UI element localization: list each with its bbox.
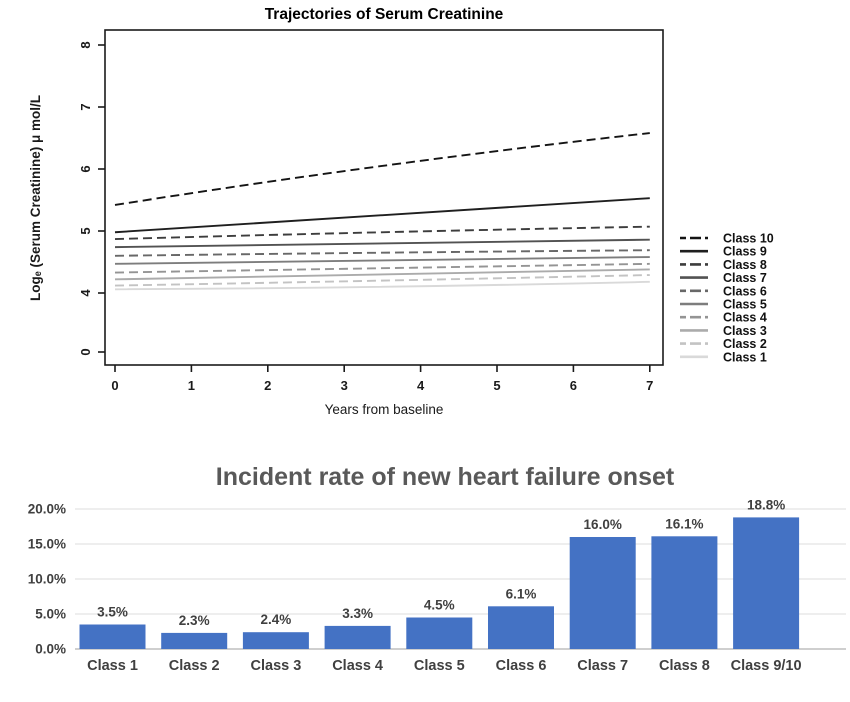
trajectory-class-1 [114, 280, 650, 291]
legend-label: Class 6 [723, 284, 767, 298]
y-tick-label: 5 [78, 227, 93, 234]
bar-value-label: 16.1% [665, 516, 703, 531]
legend-label: Class 1 [723, 350, 767, 364]
x-tick-label: 7 [646, 378, 653, 393]
y-tick-label: 0 [78, 348, 93, 355]
category-label: Class 2 [169, 658, 220, 674]
x-axis-ticks: 0 1 2 3 4 5 6 7 [111, 365, 653, 393]
x-tick-label: 4 [417, 378, 425, 393]
y-axis-labels: 0.0% 5.0% 10.0% 15.0% 20.0% [28, 502, 66, 657]
bar-value-label: 3.3% [342, 606, 373, 621]
x-tick-label: 3 [341, 378, 348, 393]
bar-value-label: 2.3% [179, 613, 210, 628]
x-tick-label: 6 [570, 378, 577, 393]
x-tick-label: 2 [264, 378, 271, 393]
legend-label: Class 3 [723, 324, 767, 338]
category-label: Class 9/10 [731, 658, 802, 674]
trajectory-class-7 [114, 238, 650, 249]
y-axis-tick-label: 5.0% [35, 607, 66, 622]
bar-value-label: 18.8% [747, 497, 785, 512]
y-axis-tick-label: 15.0% [28, 537, 66, 552]
line-chart-title: Trajectories of Serum Creatinine [265, 6, 504, 23]
line-chart-x-axis-label: Years from baseline [325, 402, 444, 417]
bar-class-6 [488, 606, 554, 649]
bar-chart-title: Incident rate of new heart failure onset [216, 463, 675, 491]
bar-class-8 [651, 536, 718, 649]
category-label: Class 4 [332, 658, 383, 674]
legend-label: Class 10 [723, 232, 774, 246]
trajectory-class-10 [114, 132, 650, 206]
y-axis-tick-label: 10.0% [28, 572, 66, 587]
legend-label: Class 7 [723, 271, 767, 285]
bar-class-2 [161, 632, 228, 649]
x-tick-label: 1 [188, 378, 195, 393]
trajectory-lines [114, 132, 650, 291]
trajectory-class-9 [114, 197, 650, 234]
bar-value-label: 2.4% [261, 612, 292, 627]
legend-label: Class 8 [723, 258, 767, 272]
bar-class-4 [324, 625, 391, 649]
category-label: Class 7 [577, 658, 628, 674]
data-labels: 3.5% 2.3% 2.4% 3.3% 4.5% 6.1% 16.0% 16.1% 18.8% [97, 497, 785, 628]
category-label: Class 3 [251, 658, 302, 674]
bar-class-7 [569, 537, 636, 649]
category-label: Class 6 [496, 658, 547, 674]
category-label: Class 1 [87, 658, 138, 674]
y-axis-tick-label: 20.0% [28, 502, 66, 517]
bar-class-3 [242, 632, 309, 649]
category-labels: Class 1 Class 2 Class 3 Class 4 Class 5 Class… [87, 658, 801, 674]
y-tick-label: 4 [78, 289, 93, 297]
bar-value-label: 16.0% [584, 517, 622, 532]
line-chart-y-axis-label: Logₑ (Serum Creatinine) μ mol/L [28, 95, 43, 301]
line-chart-canvas: Trajectories of Serum Creatinine 045678 … [28, 6, 774, 417]
y-tick-label: 8 [78, 41, 93, 48]
y-axis-ticks: 0 4 5 6 7 8 [78, 41, 105, 356]
category-label: Class 8 [659, 658, 710, 674]
trajectory-class-4 [114, 262, 650, 274]
bar-class-9-10 [733, 517, 800, 649]
bar-value-label: 3.5% [97, 605, 128, 620]
legend-label: Class 4 [723, 311, 767, 325]
trajectory-class-3 [114, 268, 650, 281]
bar-chart-canvas: Incident rate of new heart failure onset… [28, 463, 846, 674]
plot-box [104, 29, 664, 366]
heart-failure-incident-rate-figure: Incident rate of new heart failure onset… [0, 440, 850, 702]
trajectory-class-5 [114, 256, 650, 265]
legend-label: Class 9 [723, 245, 767, 259]
y-tick-label: 7 [78, 103, 93, 110]
bar-value-label: 6.1% [506, 586, 537, 601]
y-axis-tick-label: 0.0% [35, 642, 66, 657]
trajectory-class-2 [114, 274, 650, 287]
trajectory-class-8 [114, 225, 650, 241]
x-tick-label: 0 [111, 378, 118, 393]
bar-class-5 [406, 617, 473, 649]
trajectory-class-6 [114, 249, 650, 257]
y-tick-label: 6 [78, 165, 93, 172]
legend-label: Class 2 [723, 337, 767, 351]
bar-class-1 [79, 624, 146, 649]
category-label: Class 5 [414, 658, 465, 674]
bar-value-label: 4.5% [424, 598, 455, 613]
x-tick-label: 5 [493, 378, 500, 393]
bars [79, 517, 800, 649]
legend-label: Class 5 [723, 298, 767, 312]
